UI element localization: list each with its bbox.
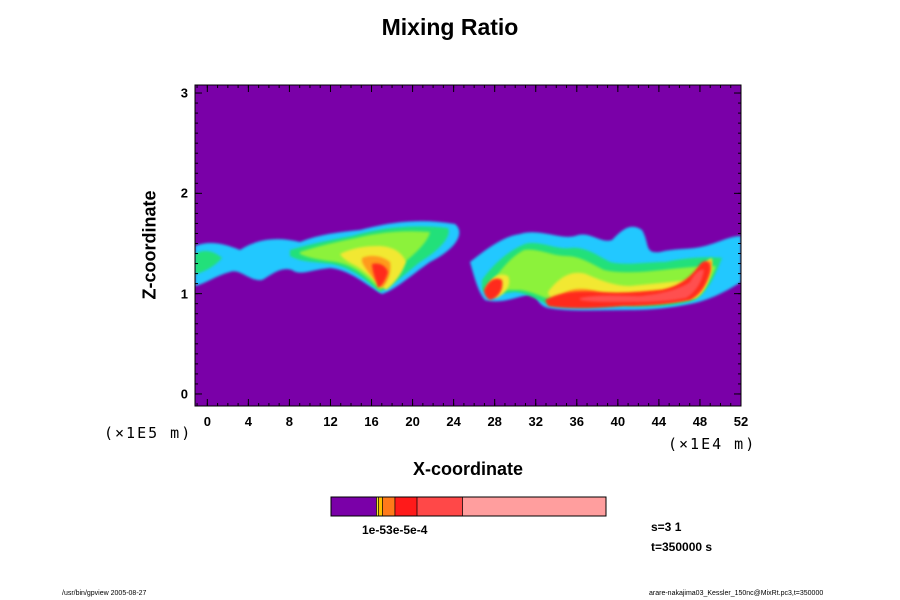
x-tick-label: 8 [285,414,294,429]
x-tick-label: 36 [569,414,585,429]
y-tick-label: 2 [180,185,188,201]
x-tick-label: 40 [610,414,626,429]
axis-ticks [195,85,742,406]
x-axis-label: X-coordinate [412,459,523,479]
colorbar-label: 1e-53e-5e-4 [362,523,428,537]
y-tick-label: 1 [180,286,188,302]
colorbar-segment-4 [394,496,418,517]
time-annotation: t=350000 s [651,540,713,554]
x-tick-label: 32 [528,414,543,429]
chart-title: Mixing Ratio [381,14,519,40]
colorbar-segment-2 [378,496,383,517]
contour-region-3 [195,251,222,274]
colorbar-segment-3 [382,496,396,517]
colorbar-segment-5 [416,496,463,517]
x-tick-label: 20 [405,414,420,429]
step-annotation: s=3 1 [651,520,682,534]
x-scale-label: (×1E4 m) [668,435,757,453]
x-tick-label: 4 [244,414,252,429]
plot-frame [194,84,742,407]
x-tick-label: 16 [364,414,379,429]
colorbar-segment-6 [462,496,607,517]
contour-region-15 [580,269,704,302]
footer-left: /usr/bin/gpview 2005-08-27 [62,590,147,597]
colorbar-segment-0 [330,496,377,517]
y-tick-label: 3 [180,85,188,101]
x-tick-label: 12 [323,414,338,429]
x-tick-label: 48 [692,414,708,429]
contour-region-14 [484,278,503,300]
contour-region-12 [372,263,388,288]
x-tick-label: 52 [733,414,749,429]
mixing-ratio-field [195,221,741,311]
x-tick-label: 24 [446,414,461,429]
footer-right: arare-nakajima03_Kessler_150nc@MixRt.pc3… [649,590,824,597]
colorbar [330,496,607,517]
colorbar-frame [330,496,607,517]
x-tick-label: 28 [487,414,502,429]
x-tick-label: 0 [203,414,211,429]
y-axis-label: Z-coordinate [139,190,160,300]
x-tick-label: 44 [651,414,667,429]
y-tick-label: 0 [180,386,188,402]
y-scale-label: (×1E5 m) [104,424,193,442]
